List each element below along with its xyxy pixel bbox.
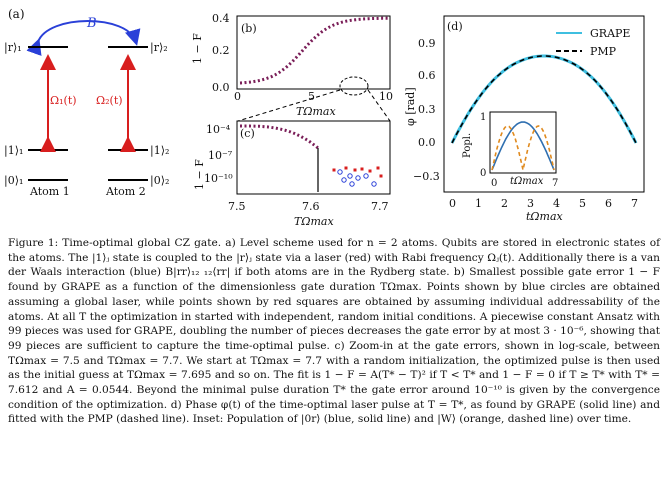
panel-d-axes (443, 15, 645, 193)
inset-xlabel: tΩmax (510, 176, 544, 187)
individual-addressing-point (344, 166, 348, 170)
panel-d-ytick-1: 0.6 (418, 69, 436, 82)
inset-xtick-7: 7 (552, 178, 558, 189)
panel-d-xtick: 2 (501, 197, 508, 210)
panel-c-xtick-0: 7.5 (228, 200, 246, 213)
global-laser-point (337, 169, 343, 175)
legend-grape: GRAPE (590, 27, 630, 40)
caption-text: Time-optimal global CZ gate. a) Level sc… (8, 237, 660, 426)
panel-d-xtick: 6 (605, 197, 612, 210)
pmp-phase-curve (451, 55, 637, 144)
panel-b-gate-error: (b) 1 − F 0.4 0.2 0.0 0 5 10 TΩmax (191, 12, 393, 122)
panel-c-ytick-2: 10⁻¹⁰ (204, 172, 233, 185)
panel-d-xtick: 7 (631, 197, 638, 210)
panel-c-xlabel: TΩmax (294, 215, 334, 228)
panel-c-axes (236, 120, 391, 195)
individual-addressing-point (332, 168, 336, 172)
individual-addressing-point (360, 167, 364, 171)
atom2-name: Atom 2 (105, 185, 146, 198)
panel-d-ytick-3: 0.0 (418, 136, 436, 149)
global-laser-point (371, 181, 377, 187)
inset-xtick-0: 0 (491, 178, 497, 189)
panel-b-zoom-circle (339, 76, 369, 96)
panel-b-ylabel: 1 − F (191, 33, 204, 64)
panel-b-xtick-1: 5 (308, 90, 315, 103)
panel-c-ytick-0: 10⁻⁴ (206, 123, 231, 136)
drive-label-atom1: Ω₁(t) (50, 94, 77, 107)
panel-d-ytick-4: −0.3 (413, 170, 440, 183)
panel-b-ytick-0: 0.4 (212, 12, 230, 25)
atom1-label-0: |0⟩₁ (4, 174, 23, 188)
panel-b-error-curve (239, 16, 388, 85)
zoom-line-right (367, 89, 391, 122)
panel-d-xtick: 3 (527, 197, 534, 210)
atom1-name: Atom 1 (29, 185, 70, 198)
panel-a-level-scheme: (a) B |r⟩₁ |1⟩₁ |0⟩₁ |r⟩₂ |1⟩₂ |0⟩₂ Ω₁(t… (4, 7, 169, 198)
atom1-label-1: |1⟩₁ (4, 144, 23, 158)
panel-d-xtick: 5 (579, 197, 586, 210)
panel-c-xtick-2: 7.7 (371, 200, 389, 213)
panel-c-scatter-points (332, 166, 383, 187)
individual-addressing-point (368, 169, 372, 173)
coupling-label: B (86, 16, 97, 31)
panel-c-ylabel: 1 − F (193, 159, 206, 190)
panel-b-xtick-2: 10 (379, 90, 393, 103)
panel-d-xlabel: tΩmax (526, 210, 564, 223)
individual-addressing-point (379, 174, 383, 178)
panel-d-label: (d) (447, 20, 463, 33)
drive-label-atom2: Ω₂(t) (96, 94, 123, 107)
panel-b-ytick-1: 0.2 (212, 44, 230, 57)
global-laser-point (363, 173, 369, 179)
panel-d-ytick-2: 0.3 (418, 103, 436, 116)
panel-d-xtick: 0 (449, 197, 456, 210)
individual-addressing-point (353, 168, 357, 172)
zoom-line-left (237, 89, 341, 122)
inset-ytick-0: 0 (480, 168, 486, 179)
panel-a-label: (a) (8, 7, 25, 21)
panel-c-zoom: (c) 1 − F 10⁻⁴ 10⁻⁷ 10⁻¹⁰ 7.5 7.6 7.7 TΩ… (193, 120, 391, 228)
caption-label: Figure 1: (8, 237, 59, 249)
individual-addressing-point (376, 166, 380, 170)
atom2-label-r: |r⟩₂ (150, 41, 168, 55)
panel-c-label: (c) (240, 127, 255, 140)
panel-d-xticks: 0 1 2 3 4 5 6 7 (449, 197, 638, 210)
panel-b-ytick-2: 0.0 (212, 81, 230, 94)
panel-b-axes (236, 15, 391, 90)
atom1-label-r: |r⟩₁ (4, 41, 22, 55)
inset-axes (489, 111, 557, 174)
panel-d-xtick: 1 (475, 197, 482, 210)
panel-c-ytick-1: 10⁻⁷ (208, 149, 233, 162)
panel-c-xtick-1: 7.6 (302, 200, 320, 213)
panel-d-inset: Popl. 1 0 0 7 tΩmax (462, 111, 558, 189)
inset-ylabel: Popl. (462, 133, 473, 158)
vdw-coupling-arrow (26, 20, 141, 57)
figure-1: (a) B |r⟩₁ |1⟩₁ |0⟩₁ |r⟩₂ |1⟩₂ |0⟩₂ Ω₁(t… (4, 7, 645, 228)
global-laser-point (349, 181, 355, 187)
global-laser-point (341, 177, 347, 183)
panel-b-xlabel: TΩmax (296, 105, 336, 118)
panel-b-xtick-0: 0 (234, 90, 241, 103)
figure-caption: Figure 1: Time-optimal global CZ gate. a… (8, 236, 660, 427)
global-laser-point (347, 173, 353, 179)
atom2-label-1: |1⟩₂ (150, 144, 169, 158)
panel-b-label: (b) (241, 22, 257, 35)
global-laser-point (355, 175, 361, 181)
atom2-label-0: |0⟩₂ (150, 174, 169, 188)
legend-pmp: PMP (590, 45, 617, 58)
panel-d-xtick: 4 (553, 197, 560, 210)
panel-d-ytick-0: 0.9 (418, 37, 436, 50)
inset-ytick-1: 1 (480, 112, 486, 123)
panel-d-ylabel: φ [rad] (404, 87, 417, 126)
inset-0r-population (491, 121, 555, 171)
